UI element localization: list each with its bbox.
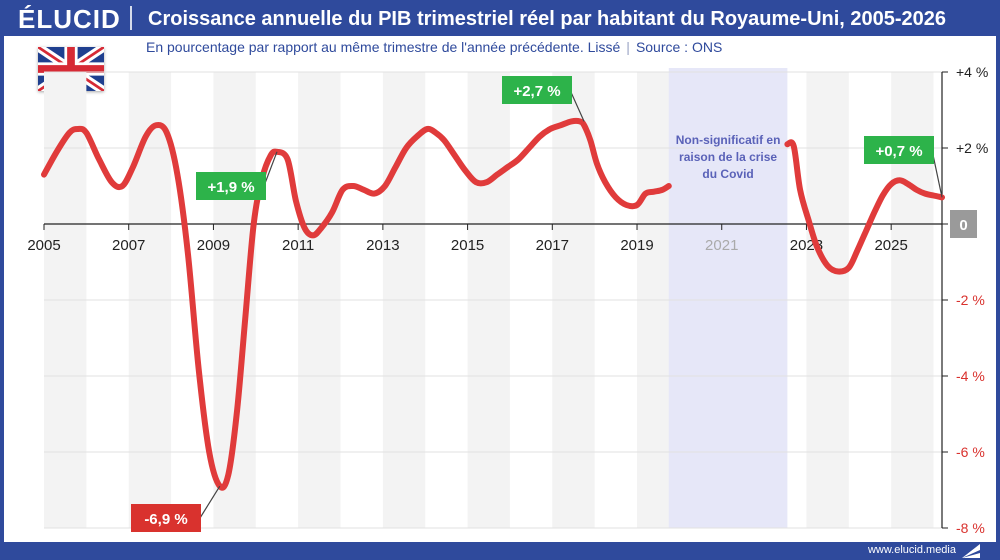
x-tick-label: 2019 — [620, 237, 653, 254]
annotations: +1,9 % -6,9 % +2,7 % +0,7 % 0 — [131, 76, 977, 532]
annotation-label: +1,9 % — [207, 179, 254, 196]
annotation-leader — [199, 485, 221, 519]
annotation-label: +0,7 % — [875, 143, 922, 160]
x-tick-label: 2015 — [451, 237, 484, 254]
footer-url[interactable]: www.elucid.media — [867, 544, 956, 556]
annotation-label: +2,7 % — [513, 83, 560, 100]
x-tick-label: 2005 — [27, 237, 60, 254]
x-tick-label: 2009 — [197, 237, 230, 254]
annotation-box — [864, 136, 934, 164]
series-segment — [41, 117, 672, 491]
chart-title: Croissance annuelle du PIB trimestriel r… — [148, 8, 947, 30]
subtitle-divider: | — [626, 39, 630, 55]
gdp-line-chart: Non-significatif en raison de la crise du … — [27, 64, 988, 536]
annotation-leader — [263, 151, 278, 187]
covid-band-rect — [668, 68, 788, 528]
series-segment — [784, 139, 945, 275]
covid-band: Non-significatif en raison de la crise du … — [668, 68, 788, 528]
covid-note-line: raison de la crise — [679, 150, 777, 164]
subtitle-text: En pourcentage par rapport au même trime… — [146, 39, 621, 55]
y-tick-label: -6 % — [956, 444, 985, 460]
covid-note-line: du Covid — [702, 167, 753, 181]
x-tick-label: 2025 — [874, 237, 907, 254]
annotation-box — [196, 172, 266, 200]
annotation-box — [502, 76, 572, 104]
annotation-label: 0 — [959, 217, 967, 234]
covid-note-line: Non-significatif en — [676, 133, 781, 147]
frame-left-border — [0, 36, 4, 542]
x-tick-label: 2021 — [705, 237, 738, 254]
header-bar: ÉLUCID Croissance annuelle du PIB trimes… — [0, 0, 1000, 36]
annotation-box — [950, 210, 977, 238]
y-tick-label: -8 % — [956, 520, 985, 536]
source-text: Source : ONS — [635, 39, 723, 55]
x-tick-label: 2007 — [112, 237, 145, 254]
series-line — [41, 117, 945, 491]
axes: 2005 2007 2009 2011 2013 2015 2017 2019 2021 2023… — [27, 64, 988, 536]
y-tick-label: +2 % — [956, 140, 988, 156]
annotation-label: -6,9 % — [144, 511, 187, 528]
frame-right-border — [996, 36, 1000, 542]
x-tick-label: 2011 — [282, 237, 314, 254]
header-separator — [130, 6, 132, 30]
annotation-box — [131, 504, 201, 532]
chart-subtitle: En pourcentage par rapport au même trime… — [146, 39, 722, 55]
y-tick-label: -4 % — [956, 368, 985, 384]
x-tick-label: 2017 — [536, 237, 569, 254]
footer-bar: www.elucid.media — [0, 542, 1000, 560]
elucid-mark-icon — [962, 544, 980, 558]
brand-logo: ÉLUCID — [18, 4, 121, 34]
x-tick-label: 2013 — [366, 237, 399, 254]
annotation-leader — [569, 89, 585, 122]
y-tick-label: +4 % — [956, 64, 988, 80]
y-tick-label: -2 % — [956, 292, 985, 308]
